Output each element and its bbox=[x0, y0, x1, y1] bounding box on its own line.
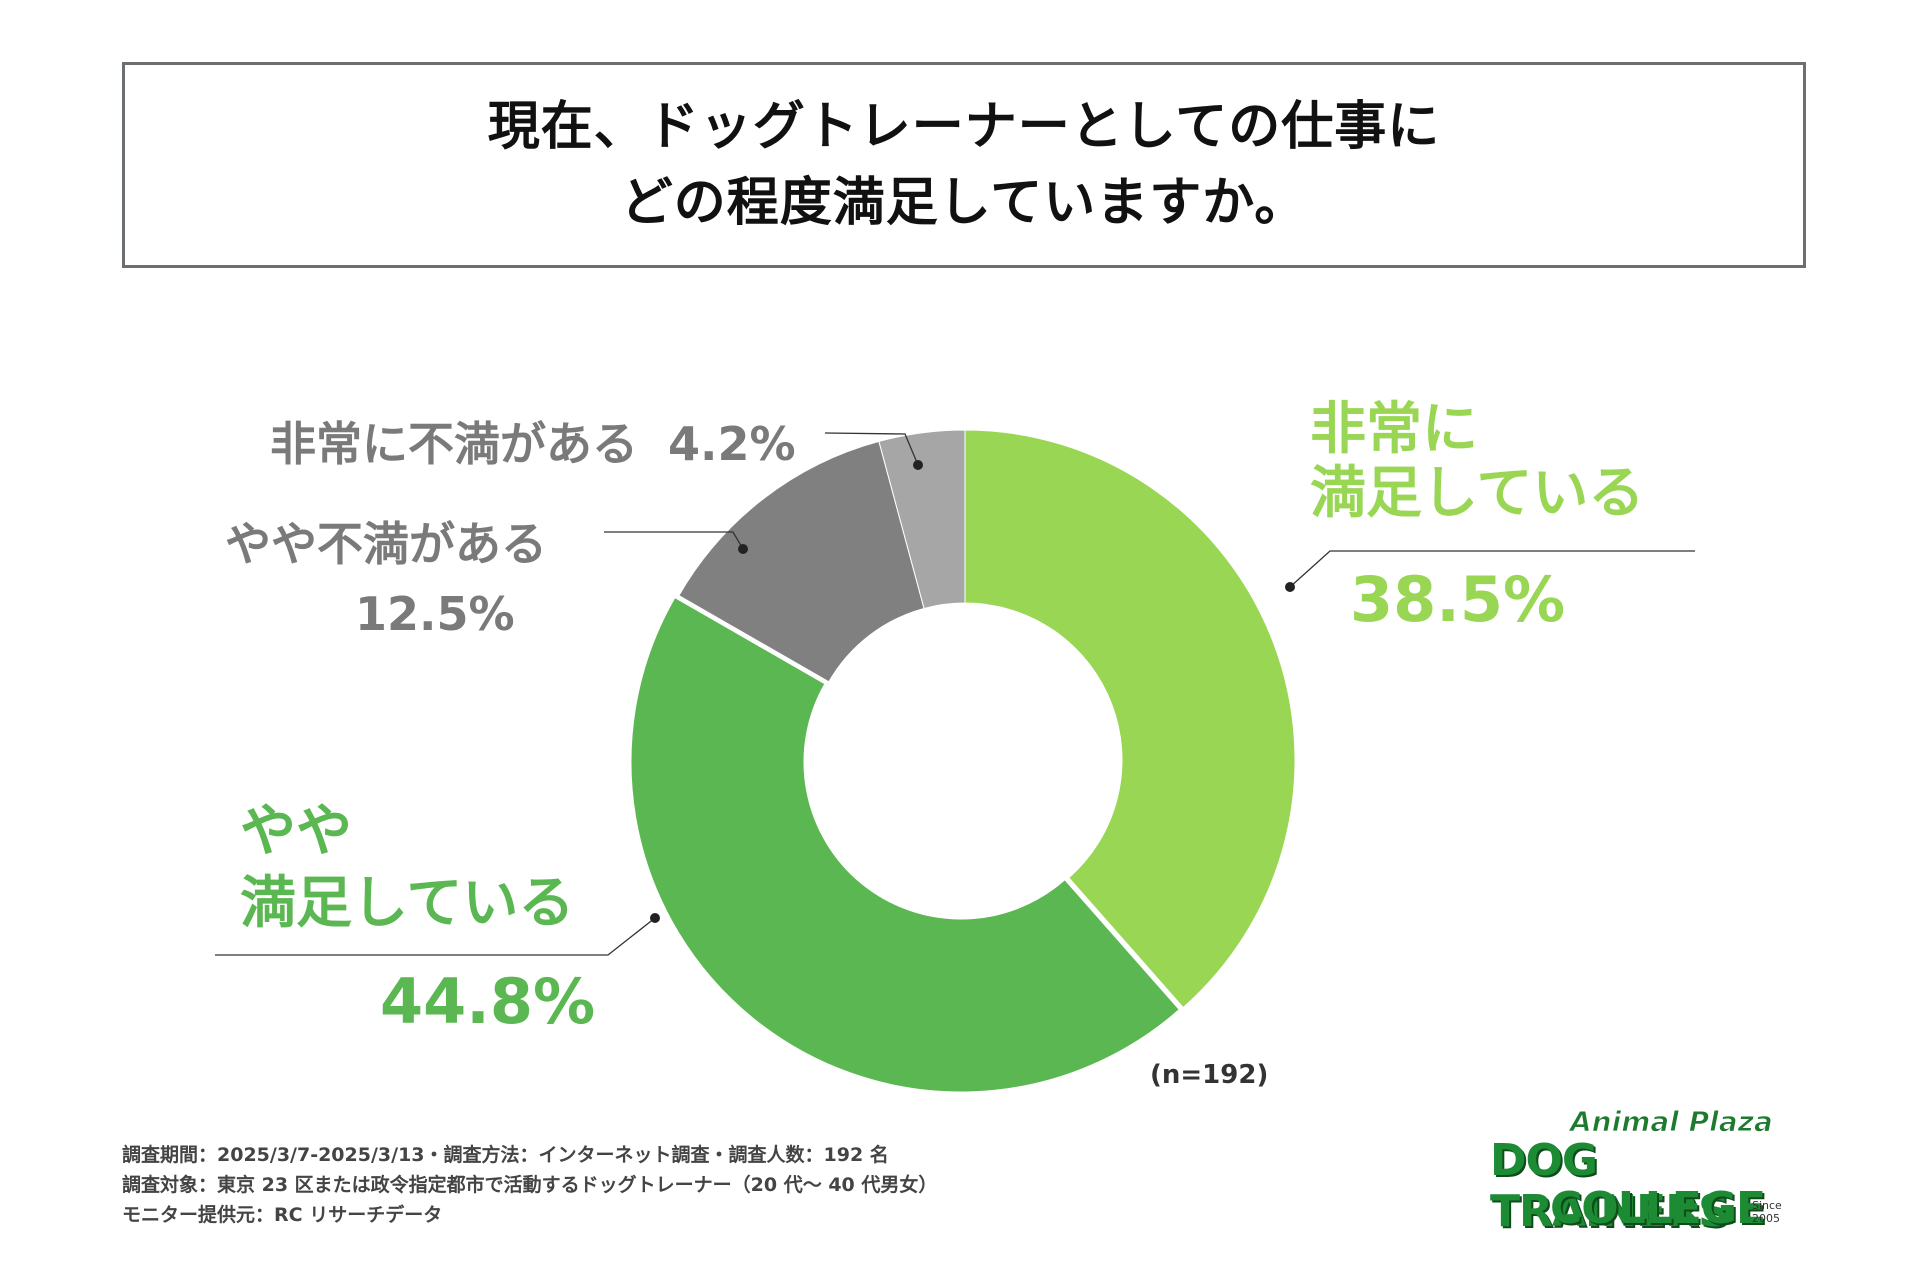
footer-line-provider: モニター提供元：RC リサーチデータ bbox=[122, 1204, 443, 1226]
logo-line-2: DOG TRAINERS bbox=[1490, 1135, 1730, 1237]
slice-somewhat-dissatisfied bbox=[678, 440, 925, 683]
logo-since: Since 2005 bbox=[1752, 1199, 1782, 1225]
slice-very-satisfied bbox=[964, 429, 1296, 1009]
logo-line-1: Animal Plaza bbox=[1570, 1105, 1774, 1139]
chart-title-line-2: どの程度満足していますか。 bbox=[620, 173, 1308, 233]
footer-line-target: 調査対象：東京 23 区または政令指定都市で活動するドッグトレーナー（20 代〜… bbox=[122, 1174, 938, 1196]
slice-label-very-dissatisfied: 非常に不満がある bbox=[270, 417, 638, 471]
sample-size-label: (n=192) bbox=[1150, 1060, 1269, 1090]
slice-value-somewhat-dissatisfied: 12.5% bbox=[355, 587, 515, 641]
dog-trainers-college-logo: Animal Plaza DOG TRAINERS COLLEGE Since … bbox=[1490, 1105, 1810, 1238]
footer-line-period: 調査期間：2025/3/7-2025/3/13・調査方法：インターネット調査・調… bbox=[122, 1144, 889, 1166]
leader-somewhat-satisfied-line bbox=[215, 917, 656, 956]
survey-footer: 調査期間：2025/3/7-2025/3/13・調査方法：インターネット調査・調… bbox=[122, 1140, 937, 1230]
slice-value-very-satisfied: 38.5% bbox=[1350, 563, 1566, 636]
slice-very-dissatisfied bbox=[878, 429, 966, 610]
slice-label-somewhat-satisfied-line1: やや bbox=[240, 799, 352, 864]
slice-value-very-dissatisfied: 4.2% bbox=[668, 417, 796, 471]
leader-somewhat-satisfied-dot bbox=[650, 913, 660, 923]
leader-somewhat-dissatisfied-dot bbox=[738, 544, 748, 554]
slice-label-very-satisfied-line1: 非常に bbox=[1310, 397, 1478, 462]
leader-very-satisfied-line bbox=[1289, 550, 1695, 588]
chart-title-line-1: 現在、ドッグトレーナーとしての仕事に bbox=[487, 97, 1441, 157]
leader-very-dissatisfied-line bbox=[824, 432, 919, 466]
title-box: 現在、ドッグトレーナーとしての仕事に どの程度満足していますか。 bbox=[122, 62, 1806, 268]
leader-very-satisfied-dot bbox=[1285, 582, 1295, 592]
slice-value-somewhat-satisfied: 44.8% bbox=[380, 965, 596, 1038]
slice-label-very-satisfied-line2: 満足している bbox=[1310, 461, 1645, 526]
slice-label-somewhat-satisfied-line2: 満足している bbox=[240, 871, 575, 936]
slice-somewhat-satisfied bbox=[630, 596, 1180, 1093]
logo-line-3: COLLEGE bbox=[1550, 1183, 1766, 1234]
slice-label-somewhat-dissatisfied: やや不満がある bbox=[225, 517, 547, 571]
leader-very-dissatisfied-dot bbox=[913, 460, 923, 470]
leader-somewhat-dissatisfied-line bbox=[604, 531, 744, 550]
